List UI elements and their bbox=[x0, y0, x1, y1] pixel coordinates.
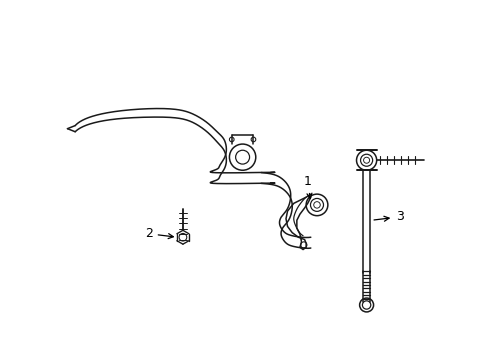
Text: 2: 2 bbox=[145, 227, 173, 240]
Text: 3: 3 bbox=[374, 210, 404, 223]
Text: 1: 1 bbox=[304, 175, 312, 198]
